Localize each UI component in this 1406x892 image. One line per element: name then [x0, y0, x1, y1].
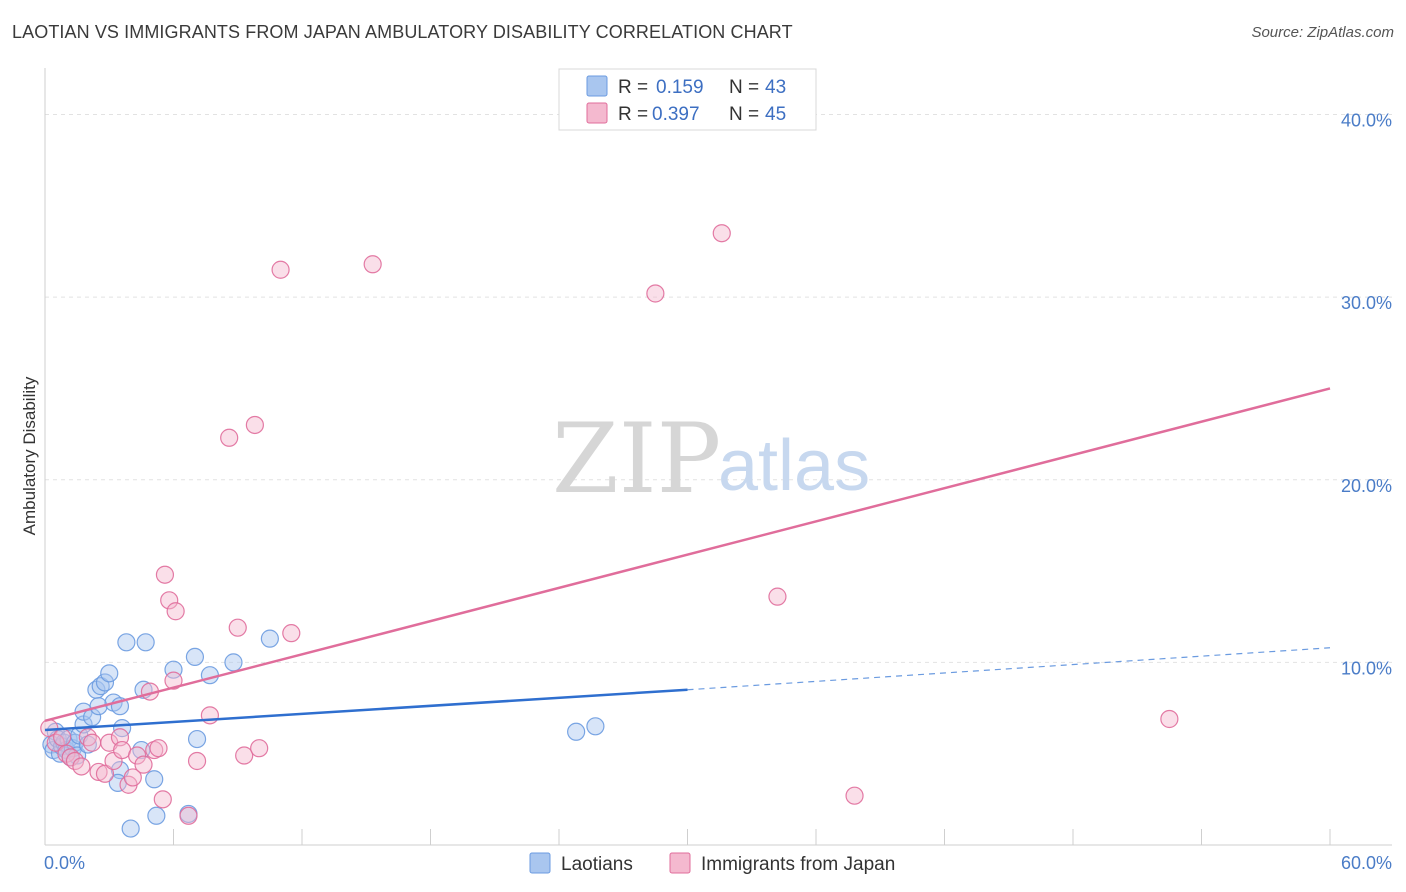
legend-r-label-1: R =	[618, 77, 648, 98]
point-japan-34	[250, 739, 269, 758]
x-tick-label-0: 0.0%	[44, 853, 85, 873]
point-japan-40	[768, 587, 787, 606]
trend-line-japan	[44, 387, 1331, 723]
y-axis-label: Ambulatory Disability	[20, 376, 39, 535]
legend-r-label-2: R =	[618, 104, 648, 125]
data-points	[40, 224, 1179, 838]
point-laotians-38	[260, 629, 279, 648]
point-japan-37	[363, 255, 382, 274]
watermark-atlas: atlas	[718, 426, 870, 506]
legend-r-value-japan: 0.397	[652, 104, 700, 125]
point-japan-39	[712, 224, 731, 243]
point-laotians-43	[586, 717, 605, 736]
legend-swatch-japan	[586, 102, 608, 124]
point-laotians-31	[136, 633, 155, 652]
y-tick-label-3: 40.0%	[1341, 111, 1392, 131]
point-laotians-34	[185, 647, 205, 667]
series-legend: Laotians Immigrants from Japan	[529, 852, 895, 875]
series-legend-label-laotians: Laotians	[561, 854, 633, 875]
x-tick-label-1: 60.0%	[1341, 853, 1392, 873]
point-japan-25	[166, 602, 185, 621]
point-japan-26	[164, 671, 183, 690]
axes	[44, 68, 1392, 846]
point-laotians-37	[224, 653, 243, 672]
trend-line-laotians-extension	[687, 647, 1331, 691]
point-laotians-40	[147, 806, 166, 825]
point-japan-6	[72, 757, 91, 776]
point-laotians-21	[95, 673, 115, 692]
stats-legend: R = 0.159 N = 43 R = 0.397 N = 45	[558, 68, 817, 131]
y-tick-label-1: 20.0%	[1341, 476, 1392, 496]
series-legend-label-japan: Immigrants from Japan	[701, 854, 895, 875]
trend-line-laotians	[44, 688, 688, 732]
point-japan-31	[228, 618, 247, 637]
y-tick-label-0: 10.0%	[1341, 658, 1392, 678]
legend-swatch-laotians	[586, 75, 608, 97]
legend-n-value-japan: 45	[765, 104, 786, 125]
point-japan-9	[89, 762, 108, 782]
point-japan-32	[235, 746, 254, 765]
point-japan-35	[282, 624, 301, 643]
x-tick-labels: 0.0% 60.0%	[44, 853, 1392, 873]
point-japan-23	[155, 565, 175, 584]
point-japan-29	[200, 706, 220, 725]
legend-r-value-laotians: 0.159	[656, 77, 704, 98]
point-laotians-35	[187, 729, 207, 749]
point-japan-2	[53, 728, 72, 747]
legend-n-label-1: N =	[729, 77, 759, 98]
point-japan-24	[160, 591, 179, 610]
point-laotians-39	[121, 819, 140, 838]
point-japan-41	[845, 786, 864, 805]
series-legend-swatch-japan	[669, 852, 691, 874]
point-japan-18	[134, 755, 153, 774]
chart-title: LAOTIAN VS IMMIGRANTS FROM JAPAN AMBULAT…	[12, 22, 793, 42]
point-laotians-32	[145, 770, 164, 789]
legend-n-value-laotians: 43	[765, 77, 786, 98]
point-japan-36	[271, 260, 290, 279]
point-japan-42	[1160, 709, 1179, 729]
watermark-zip: ZIP	[552, 403, 721, 515]
point-japan-21	[149, 739, 168, 758]
point-laotians-36	[200, 666, 220, 685]
point-japan-16	[123, 768, 142, 787]
series-legend-swatch-laotians	[529, 852, 551, 874]
point-japan-28	[187, 751, 207, 771]
y-tick-labels: 10.0% 20.0% 30.0% 40.0%	[1341, 111, 1392, 679]
point-japan-30	[220, 428, 239, 447]
point-japan-22	[153, 790, 172, 809]
point-japan-8	[83, 733, 102, 752]
point-japan-27	[179, 806, 198, 825]
point-japan-33	[245, 415, 264, 435]
point-japan-10	[95, 764, 115, 783]
point-laotians-22	[100, 664, 119, 683]
point-laotians-42	[567, 722, 586, 741]
point-japan-38	[646, 284, 665, 303]
source-label: Source: ZipAtlas.com	[1251, 24, 1394, 41]
point-laotians-28	[117, 633, 136, 652]
grid-lines	[45, 114, 1392, 663]
y-tick-label-2: 30.0%	[1341, 293, 1392, 313]
watermark: ZIP atlas	[552, 403, 870, 515]
legend-n-label-2: N =	[729, 104, 759, 125]
point-japan-17	[127, 746, 147, 765]
trend-lines	[44, 387, 1331, 732]
